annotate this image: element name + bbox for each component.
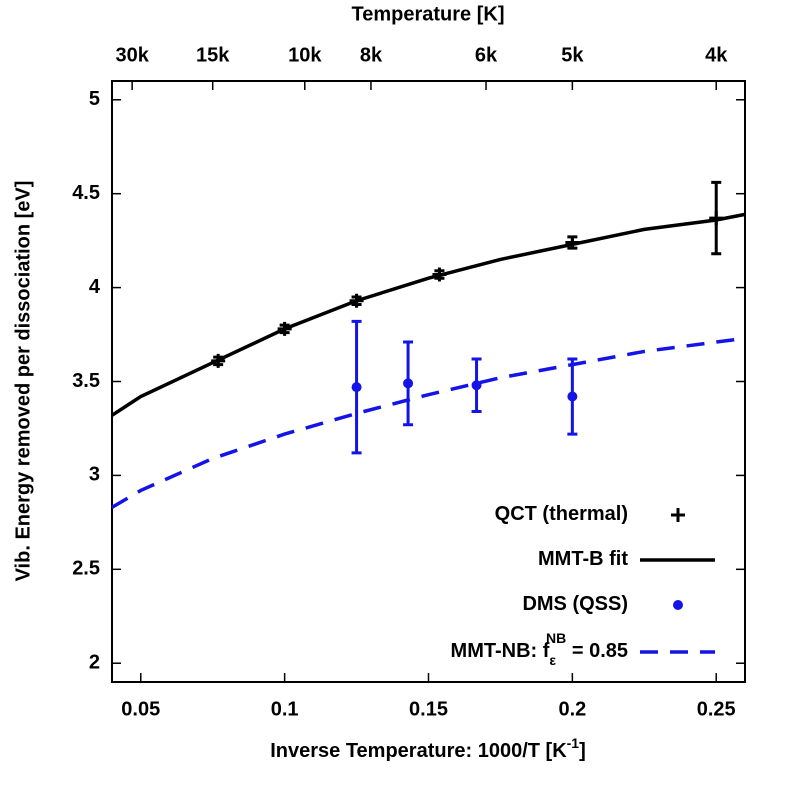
y-tick-label: 2.5 xyxy=(72,558,100,580)
x-tick-label: 0.1 xyxy=(271,698,299,720)
legend-swatch xyxy=(673,600,683,610)
point xyxy=(403,378,414,389)
legend-text: NB xyxy=(546,630,566,646)
line xyxy=(111,336,746,509)
point xyxy=(567,391,578,402)
legend-label: MMT-NB: fε NB = 0.85 xyxy=(451,630,628,668)
x-label-text: Inverse Temperature: 1000/T [K xyxy=(270,740,567,762)
x-label-sup: -1 xyxy=(567,735,580,751)
legend-label: MMT-B fit xyxy=(538,548,628,570)
legend-text: DMS (QSS) xyxy=(522,593,628,615)
top-tick-label: 8k xyxy=(360,44,383,66)
x-axis-label: Inverse Temperature: 1000/T [K-1] xyxy=(270,735,586,763)
top-tick-label: 10k xyxy=(288,44,322,66)
line xyxy=(111,212,746,417)
point xyxy=(471,380,482,391)
legend-text: MMT-B fit xyxy=(538,548,628,570)
x-tick-label: 0.15 xyxy=(409,698,448,720)
legend-label: DMS (QSS) xyxy=(522,593,628,615)
top-tick-label: 4k xyxy=(705,44,728,66)
point xyxy=(351,382,362,393)
legend-text: QCT (thermal) xyxy=(495,503,628,525)
legend-text: = 0.85 xyxy=(566,640,628,662)
legend-text: MMT-NB: f xyxy=(451,640,550,662)
y-tick-label: 4 xyxy=(89,276,101,298)
top-tick-label: 30k xyxy=(115,44,149,66)
top-tick-label: 15k xyxy=(196,44,230,66)
x-tick-label: 0.25 xyxy=(697,698,736,720)
legend-swatch xyxy=(671,508,685,522)
top-tick-label: 6k xyxy=(475,44,498,66)
x-tick-label: 0.05 xyxy=(121,698,160,720)
y-tick-label: 4.5 xyxy=(72,182,100,204)
y-tick-label: 2 xyxy=(89,652,100,674)
y-tick-label: 3.5 xyxy=(72,370,100,392)
legend-text: ε xyxy=(549,652,556,668)
legend-label: QCT (thermal) xyxy=(495,503,628,525)
x-tick-label: 0.2 xyxy=(558,698,586,720)
y-tick-label: 5 xyxy=(89,88,100,110)
top-tick-label: 5k xyxy=(561,44,584,66)
x-label-end: ] xyxy=(579,740,586,762)
y-axis-label: Vib. Energy removed per dissociation [eV… xyxy=(12,181,34,582)
plot-frame xyxy=(111,80,746,683)
y-tick-label: 3 xyxy=(89,464,100,486)
top-axis-title: Temperature [K] xyxy=(352,3,505,25)
